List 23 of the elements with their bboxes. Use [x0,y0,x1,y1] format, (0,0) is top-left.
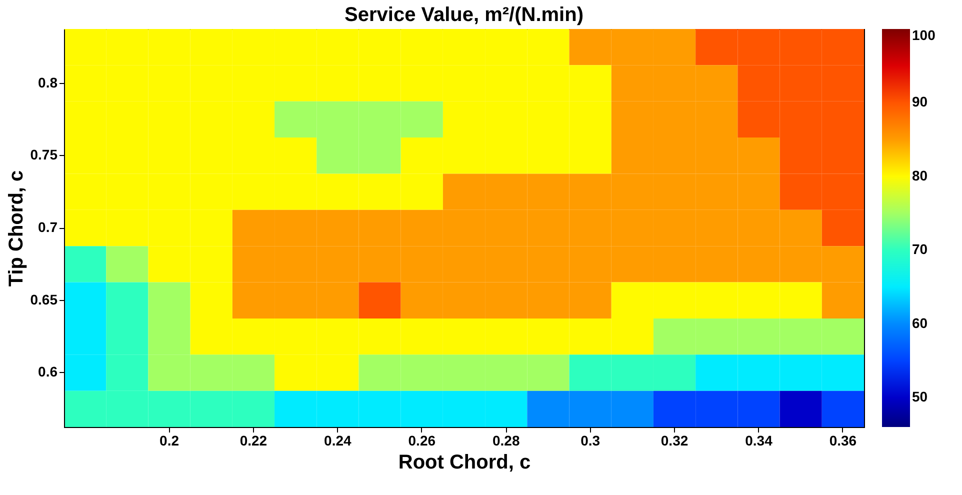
x-axis-title: Root Chord, c [398,452,531,474]
y-tick-label: 0.65 [30,291,58,308]
y-axis-title: Tip Chord, c [5,170,28,287]
x-tick-label: 0.36 [829,432,857,448]
y-tick-label: 0.8 [38,74,58,90]
x-tick-label: 0.32 [660,432,688,448]
x-tick-label: 0.28 [492,432,520,448]
color-bar-label: 80 [912,167,928,184]
x-tick-label: 0.3 [580,432,600,448]
color-bar-label: 60 [912,314,928,331]
color-bar-label: 90 [912,94,928,110]
x-tick-label: 0.26 [408,432,436,448]
x-tick-label: 0.34 [745,432,773,448]
x-tick-label: 0.24 [324,432,352,448]
y-tick-label: 0.6 [38,364,58,380]
y-tick-label: 0.75 [30,146,58,163]
x-tick-label: 0.2 [160,432,180,448]
color-bar-label: 70 [912,241,928,258]
color-bar-label: 100 [912,27,936,43]
y-tick-label: 0.7 [38,219,58,235]
chart-title: Service Value, m²/(N.min) [344,4,584,26]
x-tick-label: 0.22 [240,432,268,448]
color-bar-label: 50 [912,388,928,405]
